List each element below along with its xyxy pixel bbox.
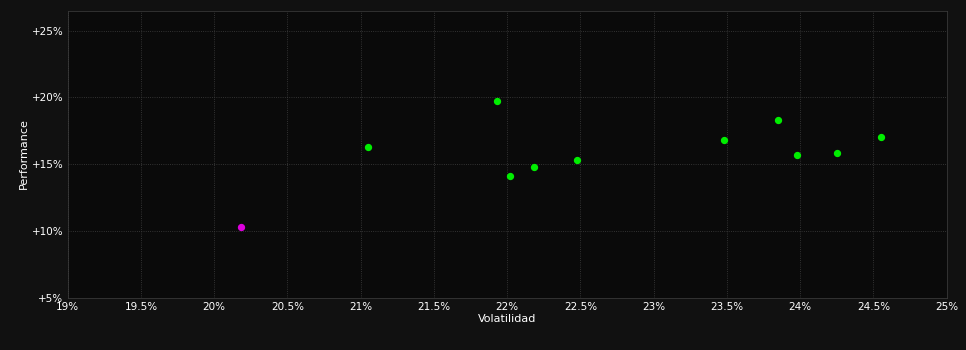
Point	[526, 164, 541, 169]
Point	[233, 224, 248, 230]
Point	[489, 98, 504, 104]
Point	[829, 150, 844, 156]
X-axis label: Volatilidad: Volatilidad	[478, 314, 536, 324]
Point	[716, 137, 731, 143]
Point	[789, 152, 805, 158]
Y-axis label: Performance: Performance	[19, 119, 29, 189]
Point	[360, 144, 376, 149]
Point	[502, 173, 518, 179]
Point	[873, 134, 889, 140]
Point	[570, 157, 585, 163]
Point	[771, 117, 786, 123]
